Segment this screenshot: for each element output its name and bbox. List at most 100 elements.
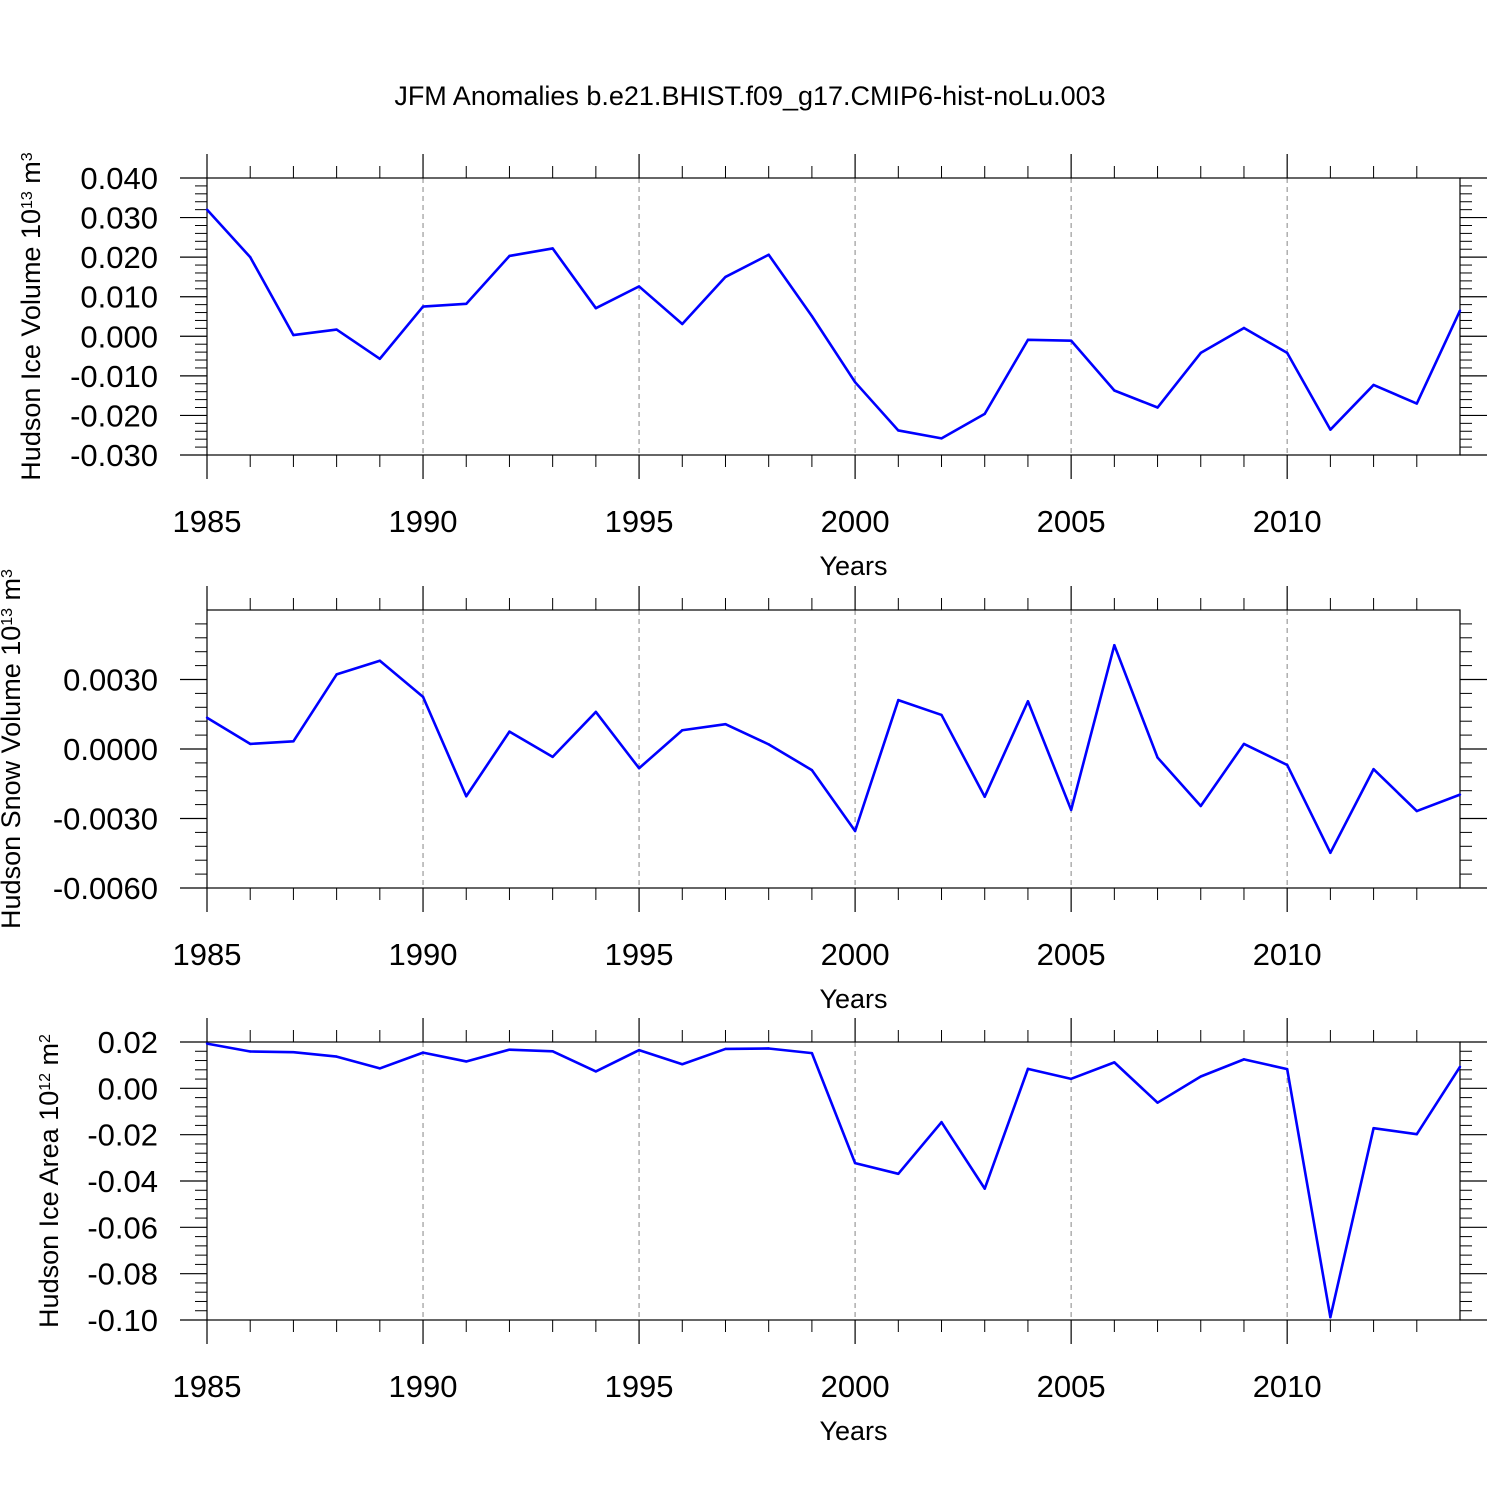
data-point <box>1458 309 1462 312</box>
data-point <box>205 1042 209 1045</box>
y-tick-label: -0.08 <box>87 1257 158 1292</box>
data-point <box>983 1187 986 1190</box>
x-axis-label: Years <box>819 1416 887 1446</box>
data-point <box>205 208 209 211</box>
data-point <box>205 716 209 719</box>
data-point <box>1026 338 1030 342</box>
y-tick-label: 0.020 <box>80 240 158 275</box>
x-tick-label: 2000 <box>821 937 890 972</box>
data-point <box>1415 1133 1418 1136</box>
x-tick-label: 2010 <box>1253 937 1322 972</box>
data-point <box>1242 1058 1246 1061</box>
data-point <box>594 306 598 310</box>
data-point <box>897 1172 900 1176</box>
data-point <box>853 1161 857 1165</box>
y-axis-label-text: Hudson Ice Area 10 <box>34 1091 64 1328</box>
data-point <box>810 1051 814 1055</box>
data-point <box>724 275 727 279</box>
y-tick-label: -0.010 <box>70 359 158 394</box>
data-point <box>335 673 338 676</box>
data-point <box>1285 1067 1289 1071</box>
y-tick-label: 0.0030 <box>63 663 158 698</box>
data-point <box>292 333 295 337</box>
data-point <box>1372 383 1375 387</box>
data-point <box>897 698 900 702</box>
data-point <box>378 659 382 662</box>
y-tick-label: 0.030 <box>80 201 158 236</box>
data-point <box>1242 742 1246 746</box>
data-point <box>1069 1077 1073 1081</box>
data-point <box>421 305 425 308</box>
data-point <box>940 713 943 717</box>
data-point <box>249 742 252 746</box>
chart-panel-2: 1985 1990 1995 2000 2005 2010 -0.0060 -0.0030 0.… <box>0 569 1487 1014</box>
chart-panel-3: 1985 1990 1995 2000 2005 2010 -0.10 -0.08 -0.06 -… <box>34 1018 1487 1446</box>
series-line-1 <box>206 643 1461 855</box>
x-tick-label: 2005 <box>1037 937 1106 972</box>
data-point <box>292 740 295 743</box>
data-point <box>1458 1065 1462 1068</box>
data-point <box>724 723 727 726</box>
y-axis-label-unit-exp: 3 <box>19 152 36 161</box>
data-point <box>1113 389 1116 392</box>
x-tick-label: 1990 <box>389 1369 458 1404</box>
data-point <box>637 1048 641 1052</box>
data-point <box>897 429 900 432</box>
data-point <box>983 412 986 416</box>
y-axis-label-unit-exp: 3 <box>0 569 16 578</box>
data-point <box>853 380 857 384</box>
data-point <box>681 1063 684 1066</box>
data-point <box>1329 851 1332 854</box>
data-point <box>465 1060 468 1063</box>
data-point <box>292 1050 295 1054</box>
x-tick-label: 1995 <box>605 937 674 972</box>
chart-panel-1: 1985 1990 1995 2000 2005 2010 -0.030 -0.020 -0.0… <box>16 152 1487 581</box>
data-point <box>1415 402 1418 405</box>
y-axis-label-unit: m <box>34 1043 64 1073</box>
data-point <box>1242 326 1246 330</box>
x-tick-label: 2005 <box>1037 1369 1106 1404</box>
data-point <box>551 247 554 250</box>
series-line-1 <box>206 208 1462 440</box>
data-point <box>1285 351 1289 355</box>
data-point <box>551 755 554 759</box>
x-axis-label: Years <box>819 984 887 1014</box>
y-tick-label: 0.000 <box>80 319 158 354</box>
y-axis-label-exp: 13 <box>0 608 16 626</box>
data-point <box>1458 793 1462 796</box>
data-point <box>637 767 641 770</box>
y-tick-label: -0.020 <box>70 398 158 433</box>
data-point <box>1329 428 1332 431</box>
data-point <box>681 322 684 326</box>
data-point <box>1415 809 1418 813</box>
y-tick-label: -0.10 <box>87 1303 158 1338</box>
figure-title: JFM Anomalies b.e21.BHIST.f09_g17.CMIP6-… <box>394 81 1105 111</box>
data-point <box>465 795 468 798</box>
y-tick-label: 0.010 <box>80 280 158 315</box>
y-axis-label: Hudson Ice Area 1012 m2 <box>34 1034 64 1328</box>
data-point <box>465 302 468 306</box>
y-tick-label: -0.030 <box>70 438 158 473</box>
y-tick-label: -0.04 <box>87 1164 158 1199</box>
y-tick-label: -0.0030 <box>53 802 158 837</box>
x-tick-label: 2010 <box>1253 1369 1322 1404</box>
data-point <box>551 1050 554 1053</box>
y-tick-label: -0.06 <box>87 1210 158 1245</box>
data-point <box>810 314 814 318</box>
y-axis-label-unit: m <box>16 161 46 191</box>
data-point <box>1199 804 1202 808</box>
data-point <box>767 743 770 746</box>
data-point <box>1113 644 1116 647</box>
data-point <box>508 254 511 258</box>
y-axis-label-text: Hudson Snow Volume 10 <box>0 626 26 929</box>
data-point <box>508 730 511 733</box>
data-point <box>594 710 598 714</box>
data-point <box>1113 1061 1116 1064</box>
data-point <box>637 285 641 288</box>
data-point <box>983 795 986 798</box>
y-tick-label: -0.02 <box>87 1118 158 1153</box>
data-point <box>940 437 943 440</box>
x-tick-label: 1985 <box>173 1369 242 1404</box>
data-point <box>1285 763 1289 767</box>
